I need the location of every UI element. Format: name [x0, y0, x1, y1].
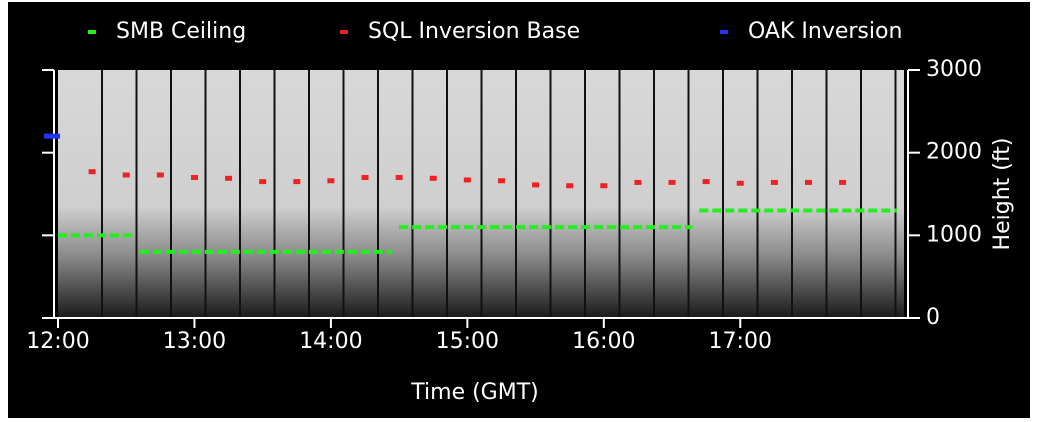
- data-point: [702, 179, 710, 185]
- legend-swatch: [88, 30, 96, 34]
- y-axis-label: Height (ft): [990, 138, 1015, 251]
- data-point: [225, 175, 233, 181]
- data-point: [634, 179, 642, 185]
- data-point: [156, 172, 164, 178]
- x-tick-label: 12:00: [26, 329, 89, 354]
- x-tick-label: 14:00: [299, 329, 362, 354]
- x-tick-label: 17:00: [709, 329, 772, 354]
- data-point: [190, 174, 198, 180]
- x-axis-label: Time (GMT): [410, 380, 538, 405]
- data-point: [395, 174, 403, 180]
- data-point: [804, 179, 812, 185]
- data-point: [259, 179, 267, 185]
- data-point: [88, 169, 96, 175]
- data-point: [770, 179, 778, 185]
- data-point: [532, 182, 540, 188]
- x-tick-label: 15:00: [436, 329, 499, 354]
- data-point: [44, 133, 60, 139]
- data-point: [497, 178, 505, 184]
- x-tick-label: 13:00: [163, 329, 226, 354]
- data-point: [429, 175, 437, 181]
- legend-label: SMB Ceiling: [116, 19, 246, 44]
- data-point: [327, 178, 335, 184]
- data-point: [566, 183, 574, 189]
- data-point: [839, 179, 847, 185]
- x-tick-label: 16:00: [572, 329, 635, 354]
- y-tick-label: 0: [926, 305, 940, 330]
- legend-label: OAK Inversion: [748, 19, 902, 44]
- y-tick-label: 2000: [926, 140, 982, 165]
- data-point: [736, 180, 744, 186]
- data-point: [293, 179, 301, 185]
- data-point: [463, 177, 471, 183]
- data-point: [600, 183, 608, 189]
- data-point: [668, 179, 676, 185]
- legend-swatch: [340, 30, 348, 34]
- legend-label: SQL Inversion Base: [368, 19, 580, 44]
- y-tick-label: 3000: [926, 57, 982, 82]
- data-point: [122, 172, 130, 178]
- y-tick-label: 1000: [926, 222, 982, 247]
- data-point: [361, 174, 369, 180]
- legend-swatch: [720, 30, 728, 34]
